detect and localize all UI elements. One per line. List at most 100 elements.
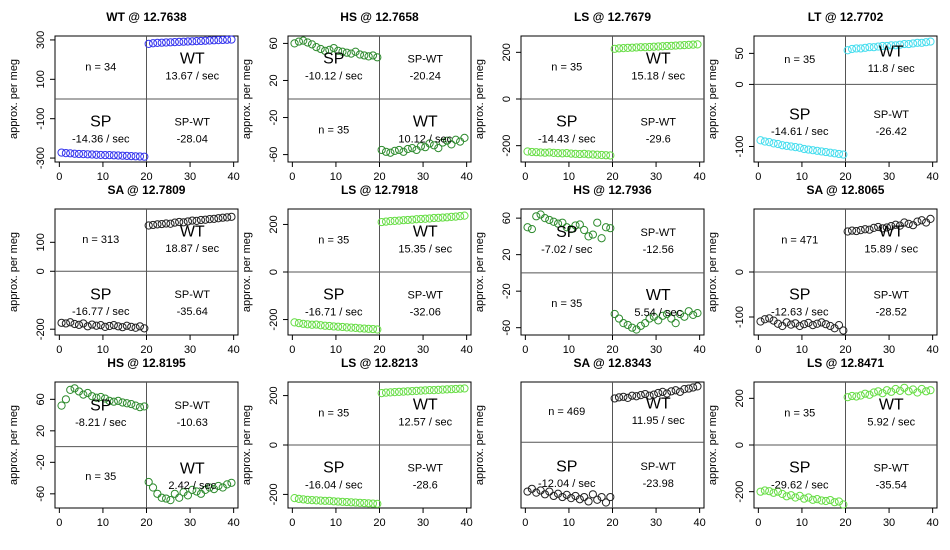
point <box>904 219 913 228</box>
point <box>658 387 667 396</box>
point <box>562 149 571 158</box>
point <box>645 314 654 323</box>
point <box>290 318 299 327</box>
series-label: WT <box>879 224 904 241</box>
series-label: SP <box>556 458 577 475</box>
point <box>891 384 900 394</box>
point <box>316 321 325 330</box>
point <box>887 387 896 396</box>
point <box>667 314 676 323</box>
point <box>671 386 680 395</box>
point <box>299 36 308 45</box>
point <box>545 487 554 496</box>
point <box>118 398 127 407</box>
point <box>223 213 232 222</box>
x-tick-label: 0 <box>755 171 761 183</box>
point <box>601 498 611 507</box>
x-tick-label: 40 <box>228 171 240 183</box>
point <box>839 150 848 159</box>
point <box>390 388 399 397</box>
rate-label: -14.61 / sec <box>771 126 829 138</box>
point <box>523 147 532 156</box>
point <box>386 388 395 397</box>
point <box>57 401 66 410</box>
point <box>769 139 778 148</box>
point <box>425 386 434 395</box>
point <box>834 497 844 506</box>
y-tick-label: 0 <box>268 442 280 448</box>
point <box>562 223 571 232</box>
diff-name: SP-WT <box>175 116 211 128</box>
n-label: n = 34 <box>85 61 116 73</box>
x-tick-label: 40 <box>927 517 939 529</box>
y-tick-label: 300 <box>35 31 47 49</box>
panel-title: LS @ 12.7679 <box>574 10 651 24</box>
point <box>425 214 434 223</box>
point <box>334 497 343 506</box>
point <box>451 135 460 144</box>
diff-value: -28.52 <box>876 306 907 318</box>
point <box>636 43 645 52</box>
rate-label: 15.18 / sec <box>631 70 685 82</box>
point <box>223 480 232 489</box>
point <box>693 382 702 391</box>
point <box>662 41 672 51</box>
x-tick-label: 20 <box>839 171 851 183</box>
x-tick-label: 10 <box>330 517 342 529</box>
point <box>307 495 317 505</box>
point <box>438 138 447 147</box>
rate-label: -12.04 / sec <box>538 478 596 490</box>
diff-value: -28.04 <box>177 133 208 145</box>
point <box>364 499 373 508</box>
point <box>913 38 922 47</box>
point <box>549 148 558 157</box>
point <box>540 214 550 223</box>
point <box>175 37 184 47</box>
y-tick-label: 20 <box>268 74 280 86</box>
point <box>403 387 412 396</box>
point <box>869 223 878 232</box>
point <box>575 495 584 504</box>
point <box>817 318 826 327</box>
point <box>303 320 312 329</box>
point <box>813 146 822 155</box>
point <box>756 487 765 496</box>
point <box>205 483 214 492</box>
point <box>817 496 826 505</box>
rate-label: -16.04 / sec <box>305 479 363 491</box>
point <box>804 493 813 502</box>
point <box>355 324 364 333</box>
x-tick-label: 30 <box>650 344 662 356</box>
y-tick-label: -200 <box>268 483 280 505</box>
point <box>57 148 66 157</box>
point <box>316 44 325 54</box>
y-tick-label: -200 <box>268 309 280 331</box>
point <box>70 149 79 158</box>
point <box>294 319 303 328</box>
point <box>347 498 356 507</box>
n-label: n = 469 <box>548 406 585 418</box>
point <box>83 150 92 159</box>
point <box>162 494 171 503</box>
point <box>795 321 804 331</box>
point <box>338 47 347 56</box>
point <box>373 499 382 508</box>
y-tick-label: 200 <box>268 215 280 233</box>
point <box>451 384 460 394</box>
point <box>408 387 417 396</box>
point <box>188 485 197 494</box>
point <box>769 488 778 497</box>
diff-name: SP-WT <box>641 227 677 239</box>
x-tick-label: 10 <box>796 517 808 529</box>
point <box>826 321 835 331</box>
point <box>588 230 597 239</box>
point <box>584 497 593 506</box>
point <box>421 214 430 223</box>
point <box>671 319 680 328</box>
point <box>926 386 935 395</box>
point <box>79 150 88 159</box>
point <box>917 38 926 47</box>
point <box>416 386 425 395</box>
point <box>74 320 84 329</box>
point <box>122 321 131 330</box>
